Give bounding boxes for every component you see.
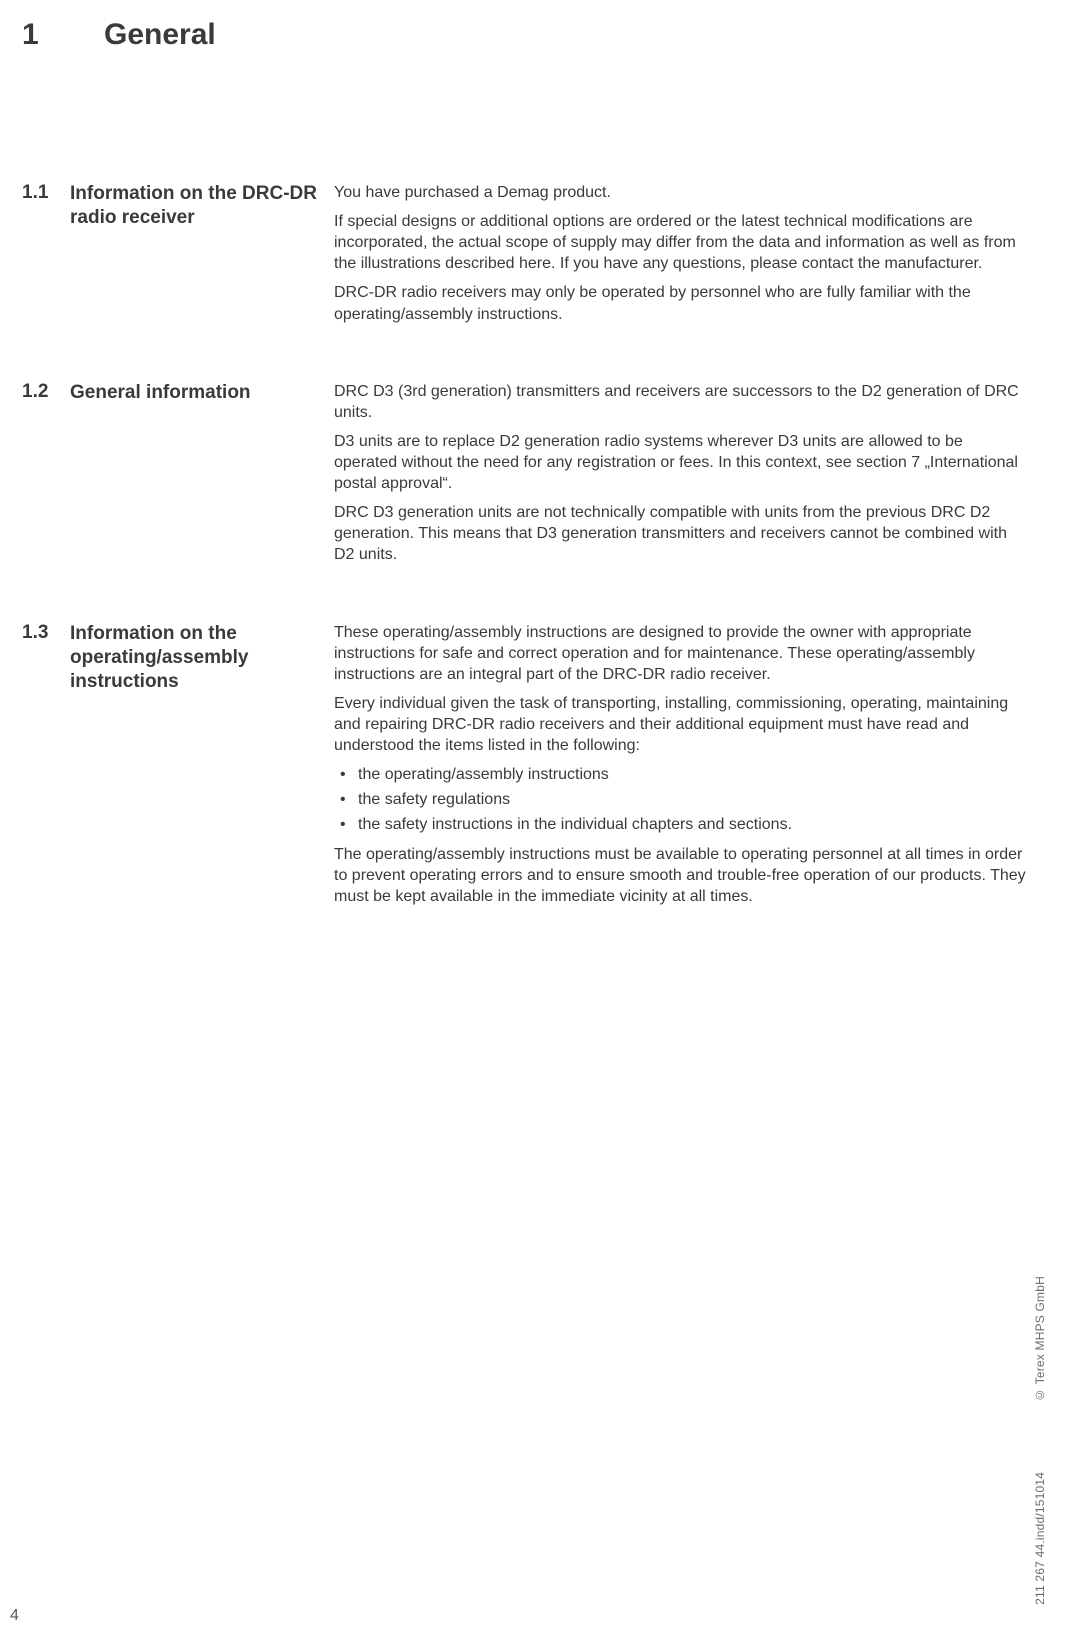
section-body: DRC D3 (3rd generation) transmitters and… (334, 381, 1027, 566)
list-item: the safety regulations (334, 789, 1027, 810)
section-body: You have purchased a Demag product. If s… (334, 182, 1027, 325)
paragraph: D3 units are to replace D2 generation ra… (334, 431, 1027, 494)
section-label: 1.3 Information on the operating/assembl… (22, 622, 334, 907)
page-number: 4 (10, 1607, 19, 1625)
paragraph: These operating/assembly instructions ar… (334, 622, 1027, 685)
section-1-1: 1.1 Information on the DRC-DR radio rece… (22, 182, 1027, 325)
section-body: These operating/assembly instructions ar… (334, 622, 1027, 907)
paragraph: The operating/assembly instructions must… (334, 844, 1027, 907)
doc-id: 211 267 44.indd/151014 (1033, 1472, 1047, 1605)
paragraph: DRC D3 generation units are not technica… (334, 502, 1027, 565)
section-label: 1.1 Information on the DRC-DR radio rece… (22, 182, 334, 325)
paragraph: If special designs or additional options… (334, 211, 1027, 274)
section-1-3: 1.3 Information on the operating/assembl… (22, 622, 1027, 907)
chapter-number: 1 (22, 18, 70, 52)
section-label: 1.2 General information (22, 381, 334, 566)
vertical-footer: 211 267 44.indd/151014 © Terex MHPS GmbH (1033, 1276, 1047, 1605)
section-number: 1.3 (22, 622, 70, 907)
section-title: Information on the operating/assembly in… (70, 622, 320, 907)
list-item: the operating/assembly instructions (334, 764, 1027, 785)
bullet-list: the operating/assembly instructions the … (334, 764, 1027, 835)
chapter-title: General (104, 18, 216, 52)
section-number: 1.1 (22, 182, 70, 325)
paragraph: DRC-DR radio receivers may only be opera… (334, 282, 1027, 324)
paragraph: You have purchased a Demag product. (334, 182, 1027, 203)
chapter-heading: 1 General (22, 18, 1027, 52)
section-number: 1.2 (22, 381, 70, 566)
section-title: General information (70, 381, 251, 566)
section-1-2: 1.2 General information DRC D3 (3rd gene… (22, 381, 1027, 566)
copyright: © Terex MHPS GmbH (1033, 1276, 1047, 1402)
paragraph: Every individual given the task of trans… (334, 693, 1027, 756)
section-title: Information on the DRC-DR radio receiver (70, 182, 320, 325)
paragraph: DRC D3 (3rd generation) transmitters and… (334, 381, 1027, 423)
list-item: the safety instructions in the individua… (334, 814, 1027, 835)
